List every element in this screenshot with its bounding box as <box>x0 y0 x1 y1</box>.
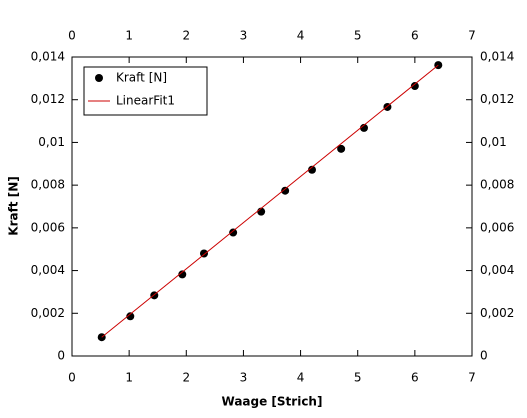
legend-label: LinearFit1 <box>116 94 175 108</box>
data-point <box>410 82 419 91</box>
x-tick-label: 7 <box>468 371 476 385</box>
x-tick-label: 0 <box>68 371 76 385</box>
y-tick-label-right: 0,004 <box>480 263 514 277</box>
y-tick-label: 0,012 <box>31 92 65 106</box>
x-tick-label-top: 5 <box>354 29 362 43</box>
x-tick-label: 1 <box>125 371 133 385</box>
x-tick-label: 4 <box>297 371 305 385</box>
y-tick-label-right: 0 <box>480 349 488 363</box>
y-tick-label: 0,008 <box>31 178 65 192</box>
y-tick-label: 0 <box>57 349 65 363</box>
legend-box <box>83 66 208 116</box>
legend-label: Kraft [N] <box>116 71 167 85</box>
plot-frame <box>71 56 473 357</box>
y-tick-label-right: 0,006 <box>480 220 514 234</box>
x-axis-label: Waage [Strich] <box>222 395 323 409</box>
x-tick-label-top: 0 <box>68 29 76 43</box>
x-tick-label: 6 <box>411 371 419 385</box>
y-tick-label: 0,002 <box>31 306 65 320</box>
data-point <box>337 144 346 153</box>
data-point <box>229 228 238 237</box>
y-tick-label: 0,01 <box>38 135 65 149</box>
x-tick-label-top: 6 <box>411 29 419 43</box>
x-tick-label-top: 3 <box>240 29 248 43</box>
fit-line <box>101 64 439 338</box>
legend-marker <box>95 74 103 82</box>
x-tick-label-top: 4 <box>297 29 305 43</box>
x-tick-label: 2 <box>182 371 190 385</box>
y-tick-label: 0,004 <box>31 263 65 277</box>
y-tick-label-right: 0,01 <box>480 135 507 149</box>
data-point <box>126 312 135 321</box>
y-tick-label-right: 0,002 <box>480 306 514 320</box>
y-tick-label: 0,014 <box>31 50 65 64</box>
x-tick-label-top: 7 <box>468 29 476 43</box>
y-axis-label: Kraft [N] <box>7 176 21 235</box>
x-tick-label: 3 <box>240 371 248 385</box>
data-point <box>360 123 368 132</box>
y-tick-label-right: 0,014 <box>480 50 514 64</box>
x-tick-label-top: 2 <box>182 29 190 43</box>
data-point <box>178 270 187 279</box>
data-point <box>281 186 290 195</box>
data-point <box>200 249 208 258</box>
x-tick-label: 5 <box>354 371 362 385</box>
y-tick-label-right: 0,012 <box>480 92 514 106</box>
data-point <box>308 165 316 174</box>
y-tick-label-right: 0,008 <box>480 178 514 192</box>
y-tick-label: 0,006 <box>31 220 65 234</box>
x-tick-label-top: 1 <box>125 29 133 43</box>
